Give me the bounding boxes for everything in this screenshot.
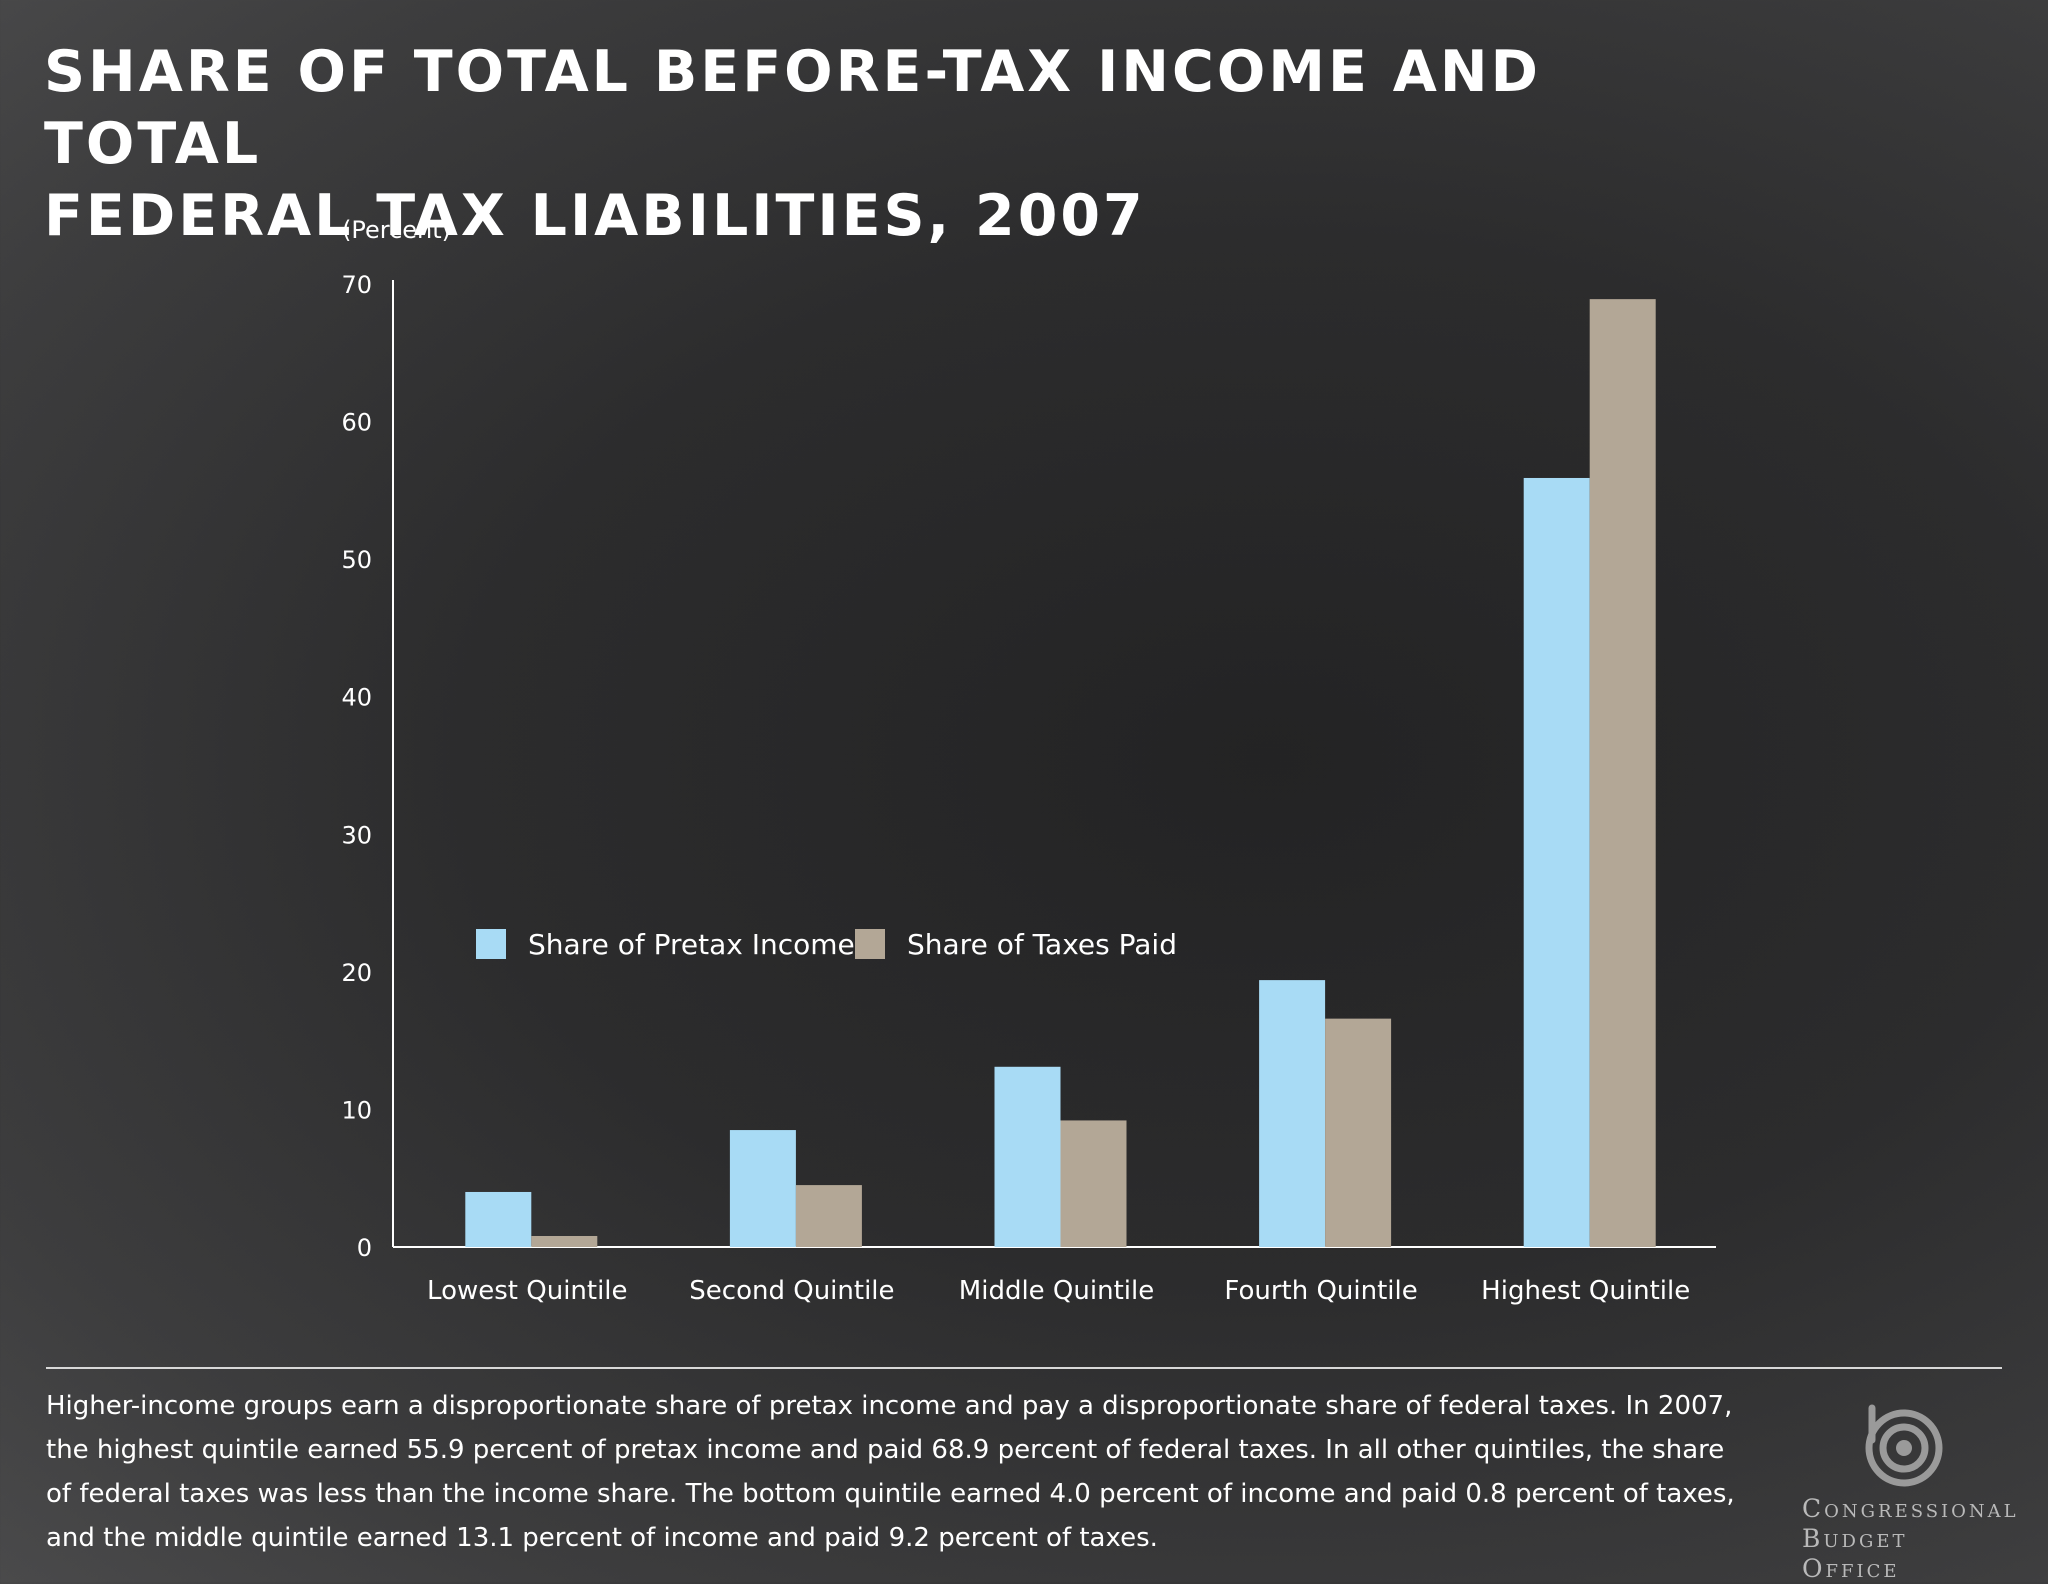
chart-caption: Higher-income groups earn a disproportio…	[46, 1391, 1735, 1553]
x-category-label: Middle Quintile	[959, 1276, 1154, 1306]
y-tick-label: 70	[341, 271, 372, 299]
chart-title-line-2: FEDERAL TAX LIABILITIES, 2007	[44, 183, 1146, 249]
bar-pretax-income-3	[994, 1066, 1061, 1247]
chart-labels: (Percent) 0 10 20 30 40 50 60 70 Lowest Quintile S…	[341, 216, 1690, 1306]
bar-pretax-income-5	[1523, 477, 1590, 1247]
y-tick-label: 30	[341, 821, 372, 849]
y-tick-label: 20	[341, 959, 372, 987]
bar-taxes-paid-4	[1325, 1018, 1392, 1247]
y-tick-label: 0	[357, 1234, 372, 1262]
bar-pretax-income-1	[465, 1191, 532, 1247]
y-tick-label: 10	[341, 1096, 372, 1124]
bar-taxes-paid-5	[1589, 299, 1656, 1248]
bar-pretax-income-2	[729, 1130, 796, 1247]
legend-label-1: Share of Pretax Income	[528, 928, 855, 961]
chart-title-line-1: SHARE OF TOTAL BEFORE-TAX INCOME AND TOT…	[44, 39, 1541, 177]
bar-taxes-paid-1	[531, 1235, 598, 1247]
cbo-logo-icon	[1865, 1404, 1943, 1487]
x-category-label: Lowest Quintile	[427, 1276, 627, 1306]
chart-legend: Share of Pretax Income Share of Taxes Pai…	[476, 928, 1177, 961]
y-tick-label: 40	[341, 684, 372, 712]
chart-bars	[465, 299, 1656, 1248]
y-axis-label: (Percent)	[342, 216, 451, 244]
cbo-wordmark-line-2: Budget Office	[1802, 1524, 1908, 1583]
x-category-label: Second Quintile	[689, 1276, 894, 1306]
y-tick-label: 60	[341, 409, 372, 437]
bar-pretax-income-4	[1259, 980, 1326, 1247]
bar-taxes-paid-3	[1060, 1120, 1127, 1247]
legend-label-2: Share of Taxes Paid	[907, 928, 1177, 961]
legend-swatch-1	[476, 929, 506, 959]
cbo-wordmark: Congressional Budget Office	[1802, 1494, 2019, 1584]
bar-taxes-paid-2	[795, 1185, 862, 1247]
x-category-label: Highest Quintile	[1481, 1276, 1690, 1306]
chart-title: SHARE OF TOTAL BEFORE-TAX INCOME AND TOT…	[44, 36, 1694, 252]
legend-swatch-2	[855, 929, 885, 959]
bar-chart: (Percent) 0 10 20 30 40 50 60 70 Lowest Quintile S…	[341, 216, 1690, 1306]
x-category-label: Fourth Quintile	[1224, 1276, 1417, 1306]
caption-divider	[46, 1367, 2002, 1369]
cbo-wordmark-line-1: Congressional	[1802, 1494, 2019, 1523]
y-tick-label: 50	[341, 546, 372, 574]
